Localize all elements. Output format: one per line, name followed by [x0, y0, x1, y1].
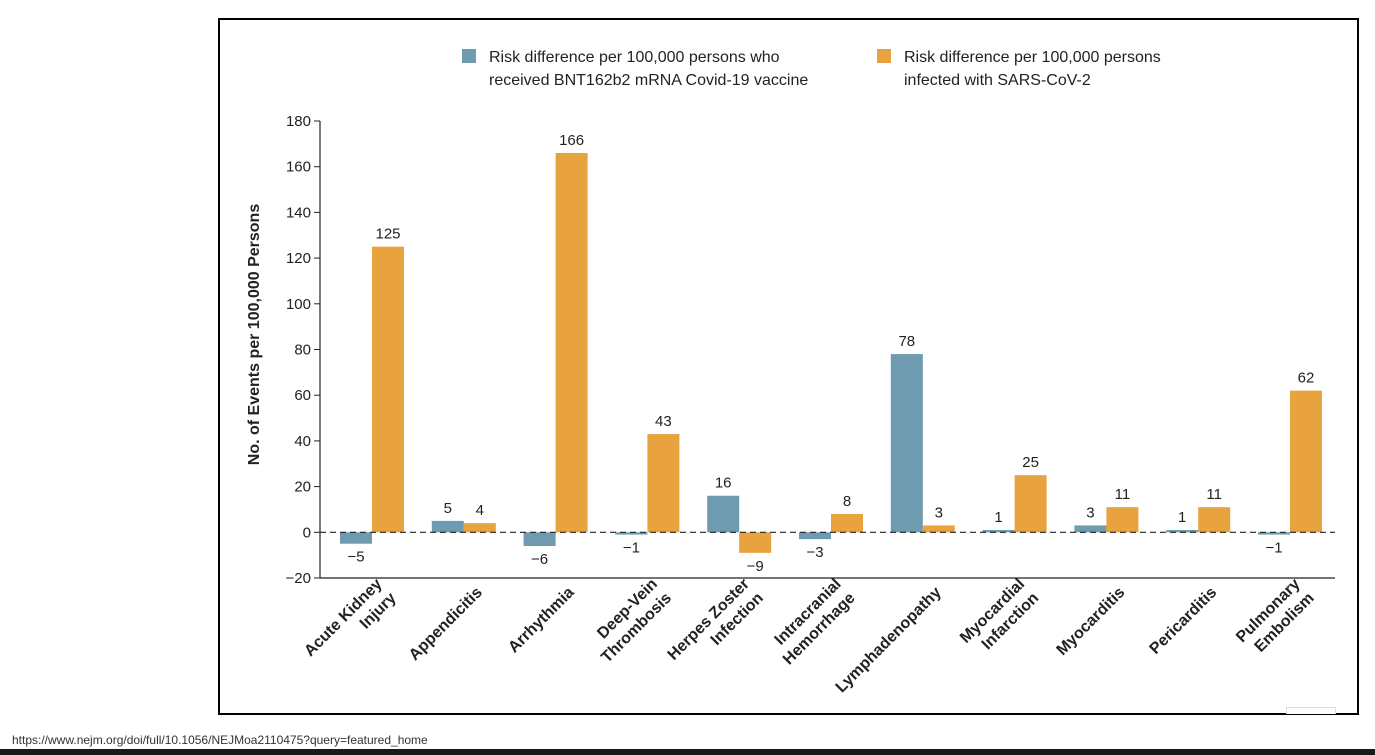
y-tick-label: 180 [286, 113, 311, 130]
data-label: 1 [1178, 509, 1186, 526]
data-label: 4 [476, 502, 484, 519]
y-tick-label: 100 [286, 296, 311, 313]
taskbar [0, 749, 1375, 755]
category-label: Arrhythmia [505, 584, 577, 656]
legend-label: Risk difference per 100,000 persons who [489, 49, 780, 66]
bar [1074, 525, 1107, 533]
legend-label: infected with SARS-CoV-2 [904, 72, 1091, 89]
status-url: https://www.nejm.org/doi/full/10.1056/NE… [12, 733, 428, 747]
bar [1290, 390, 1322, 533]
y-tick-label: 160 [286, 159, 311, 176]
legend-label: received BNT162b2 mRNA Covid-19 vaccine [489, 72, 808, 89]
y-tick-label: 40 [294, 433, 311, 450]
data-label: 11 [1206, 486, 1222, 503]
legend-label: Risk difference per 100,000 persons [904, 49, 1161, 66]
bar [463, 523, 496, 533]
bar [1198, 507, 1231, 533]
y-tick-label: 120 [286, 250, 311, 267]
bar [922, 525, 955, 533]
data-label: 3 [935, 504, 943, 521]
data-label: 78 [898, 333, 915, 350]
bar [1166, 530, 1199, 533]
bar [799, 532, 831, 540]
y-tick-label: −20 [286, 570, 311, 587]
data-label: −3 [806, 544, 823, 561]
data-label: −6 [531, 551, 548, 568]
y-tick-label: 60 [294, 387, 311, 404]
corner-widget [1286, 707, 1336, 714]
bar [739, 532, 772, 553]
data-label: 166 [559, 132, 584, 149]
bar [647, 434, 680, 533]
data-label: −1 [623, 540, 640, 557]
bar [1014, 475, 1047, 533]
data-label: 1 [994, 509, 1002, 526]
bar [831, 514, 863, 533]
data-label: −9 [747, 558, 764, 575]
category-label: Appendicitis [406, 584, 486, 664]
data-label: 3 [1086, 504, 1094, 521]
data-label: 43 [655, 413, 672, 430]
bar [523, 532, 556, 547]
bar [372, 246, 404, 533]
y-axis-label: No. of Events per 100,000 Persons [246, 204, 263, 466]
data-label: 5 [444, 500, 452, 517]
data-label: 11 [1115, 486, 1131, 503]
bar [890, 354, 923, 533]
y-tick-label: 20 [294, 479, 311, 496]
data-label: −5 [347, 549, 364, 566]
bar [615, 532, 648, 535]
bar [1258, 532, 1290, 535]
data-label: 25 [1022, 454, 1039, 471]
bar [1106, 507, 1139, 533]
data-label: −1 [1265, 540, 1282, 557]
bar [707, 495, 740, 533]
data-label: 16 [715, 475, 732, 492]
bar [431, 520, 464, 533]
data-label: 62 [1298, 370, 1315, 387]
y-tick-label: 0 [303, 524, 311, 541]
bar [555, 152, 588, 533]
figure-frame [218, 18, 1359, 715]
y-tick-label: 140 [286, 204, 311, 221]
legend-swatch [877, 49, 891, 63]
legend-swatch [462, 49, 476, 63]
data-label: 8 [843, 493, 851, 510]
bar [340, 532, 372, 544]
category-label: Pericarditis [1147, 584, 1221, 658]
y-tick-label: 80 [294, 342, 311, 359]
bar [982, 530, 1015, 533]
category-label: Myocarditis [1054, 584, 1129, 659]
data-label: 125 [375, 226, 400, 243]
